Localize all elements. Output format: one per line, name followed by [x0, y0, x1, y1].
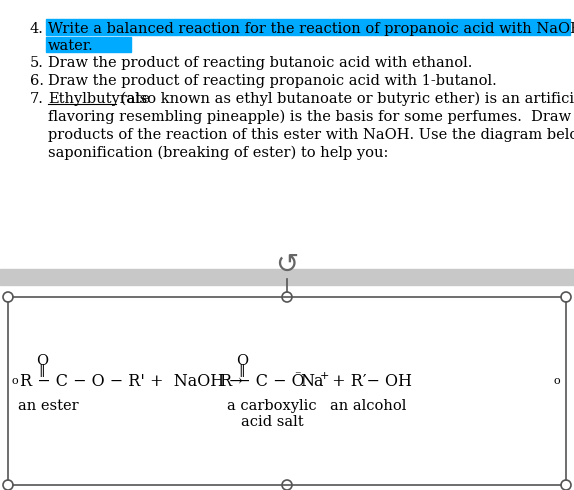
Text: an ester: an ester — [18, 399, 78, 413]
Text: R − C − O: R − C − O — [220, 372, 305, 390]
Text: O: O — [236, 354, 248, 368]
Text: an alcohol: an alcohol — [330, 399, 406, 413]
Text: ⁻: ⁻ — [294, 369, 301, 383]
Text: o: o — [11, 376, 18, 386]
Text: 4.: 4. — [30, 22, 44, 36]
Text: ↺: ↺ — [276, 251, 298, 279]
Bar — [46, 37, 131, 52]
Text: Ethylbutyrate: Ethylbutyrate — [48, 92, 150, 106]
Text: products of the reaction of this ester with NaOH. Use the diagram below of: products of the reaction of this ester w… — [48, 128, 574, 142]
Text: +: + — [320, 371, 329, 381]
Text: O: O — [36, 354, 48, 368]
Text: ‖: ‖ — [38, 364, 45, 377]
Text: + R′− OH: + R′− OH — [327, 372, 412, 390]
Text: Na: Na — [300, 372, 324, 390]
Text: (also known as ethyl butanoate or butyric ether) is an artificially: (also known as ethyl butanoate or butyri… — [116, 92, 574, 106]
Text: 5.: 5. — [30, 56, 44, 70]
Text: R − C − O − R' +  NaOH →: R − C − O − R' + NaOH → — [20, 372, 243, 390]
Text: Draw the product of reacting propanoic acid with 1-butanol.: Draw the product of reacting propanoic a… — [48, 74, 497, 88]
Text: o: o — [553, 376, 560, 386]
Text: 7.: 7. — [30, 92, 44, 106]
Text: a carboxylic
acid salt: a carboxylic acid salt — [227, 399, 317, 429]
Text: water.: water. — [48, 39, 94, 53]
Text: 6.: 6. — [30, 74, 44, 88]
Bar — [46, 19, 570, 35]
Bar — [0, 269, 574, 285]
Text: flavoring resembling pineapple) is the basis for some perfumes.  Draw the: flavoring resembling pineapple) is the b… — [48, 110, 574, 124]
Text: ‖: ‖ — [239, 364, 245, 377]
Text: Write a balanced reaction for the reaction of propanoic acid with NaOH and: Write a balanced reaction for the reacti… — [48, 22, 574, 36]
Text: Draw the product of reacting butanoic acid with ethanol.: Draw the product of reacting butanoic ac… — [48, 56, 472, 70]
Text: saponification (breaking of ester) to help you:: saponification (breaking of ester) to he… — [48, 146, 389, 160]
